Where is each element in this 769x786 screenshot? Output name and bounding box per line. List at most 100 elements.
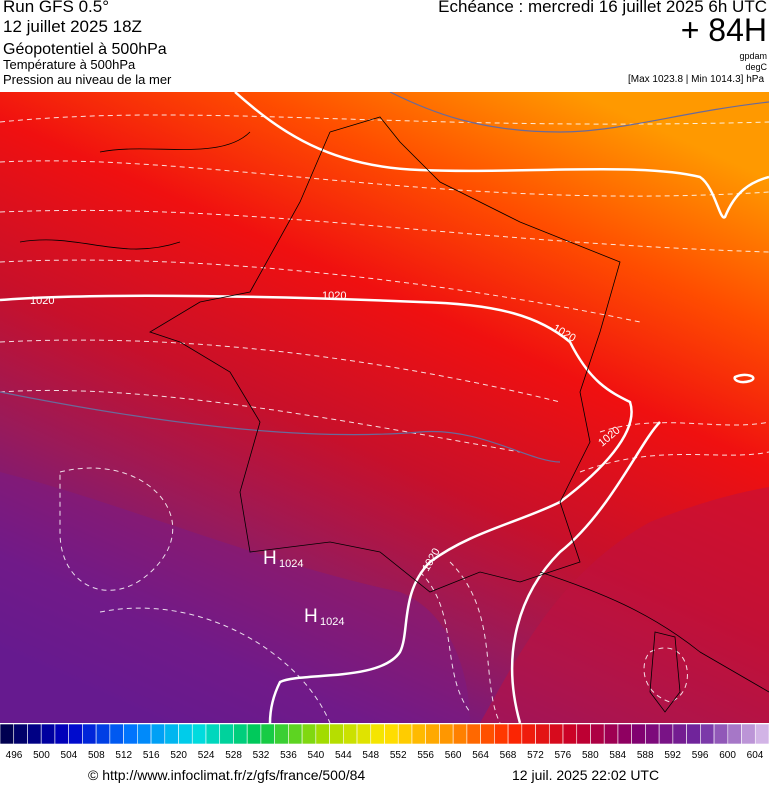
color-swatch — [260, 724, 275, 745]
offset: + 84H — [680, 12, 767, 48]
geopotential — [0, 92, 769, 463]
color-swatch — [645, 724, 660, 745]
color-swatch — [205, 724, 221, 745]
legend-label: 548 — [362, 750, 379, 761]
color-swatch — [494, 724, 509, 745]
legend-label: 524 — [198, 750, 215, 761]
color-swatch — [95, 724, 111, 745]
color-swatch — [68, 724, 83, 745]
color-swatch — [425, 724, 440, 745]
map: 1020 1020 1020 1020 1020 H 1024 H 1024 — [0, 92, 769, 723]
color-swatch — [686, 724, 701, 745]
isobars — [0, 92, 769, 723]
color-swatch — [603, 724, 619, 745]
legend-label: 604 — [747, 750, 764, 761]
high-symbol: H — [304, 606, 318, 627]
legend-label: 596 — [692, 750, 709, 761]
legend-label: 576 — [555, 750, 572, 761]
color-swatch — [452, 724, 468, 745]
color-swatch — [274, 724, 289, 745]
color-swatch — [480, 724, 495, 745]
color-swatch — [246, 724, 262, 745]
color-swatch — [439, 724, 454, 745]
color-swatch — [754, 724, 769, 745]
legend-label: 496 — [6, 750, 23, 761]
legend-label: 584 — [609, 750, 626, 761]
color-swatch — [384, 724, 399, 745]
color-swatch — [288, 724, 303, 745]
color-swatch — [562, 724, 578, 745]
field: Géopotentiel à 500hPa — [3, 41, 167, 58]
color-swatch — [27, 724, 42, 745]
legend-label: 528 — [225, 750, 242, 761]
color-swatch — [727, 724, 742, 745]
color-swatch — [123, 724, 138, 745]
color-swatch — [507, 724, 523, 745]
unit: degC — [745, 62, 767, 72]
legend-label: 512 — [115, 750, 132, 761]
legend-label: 504 — [61, 750, 78, 761]
color-swatch — [109, 724, 124, 745]
color-swatch — [658, 724, 674, 745]
legend-label: 572 — [527, 750, 544, 761]
color-swatch — [713, 724, 729, 745]
field: Pression au niveau de la mer — [3, 72, 172, 87]
color-swatch — [700, 724, 715, 745]
color-swatch — [343, 724, 358, 745]
contour-label: 1020 — [322, 290, 346, 302]
color-swatch — [466, 724, 481, 745]
color-swatch — [576, 724, 591, 745]
legend-label: 560 — [445, 750, 462, 761]
color-swatch — [548, 724, 564, 745]
color-swatch — [411, 724, 426, 745]
legend-label: 536 — [280, 750, 297, 761]
color-swatch — [672, 724, 687, 745]
color-swatch — [535, 724, 550, 745]
color-swatch — [150, 724, 166, 745]
color-swatch — [741, 724, 756, 745]
color-swatch — [301, 724, 317, 745]
legend-label: 540 — [308, 750, 325, 761]
source-url[interactable]: © http://www.infoclimat.fr/z/gfs/france/… — [88, 767, 366, 783]
temperature-band — [0, 472, 470, 723]
legend-label: 556 — [417, 750, 434, 761]
color-swatch — [370, 724, 385, 745]
color-swatch — [13, 724, 28, 745]
color-swatch — [397, 724, 413, 745]
color-swatch — [315, 724, 330, 745]
color-swatch — [631, 724, 646, 745]
isotherms — [0, 114, 769, 723]
field: Température à 500hPa — [3, 57, 136, 72]
run-title: Run GFS 0.5° — [3, 0, 110, 16]
color-swatch — [617, 724, 632, 745]
colorbar: 496 500 504 508 512 516 520 524 528 532 536 540 544 5… — [0, 724, 769, 761]
color-swatch — [137, 724, 152, 745]
timestamp: 12 juil. 2025 22:02 UTC — [512, 767, 660, 783]
legend-label: 568 — [500, 750, 517, 761]
coastlines — [19, 116, 769, 713]
legend-label: 508 — [88, 750, 105, 761]
legend-label: 564 — [472, 750, 489, 761]
legend-label: 552 — [390, 750, 407, 761]
color-swatch — [233, 724, 248, 745]
legend-label: 532 — [253, 750, 270, 761]
legend-label: 592 — [664, 750, 681, 761]
color-swatch — [590, 724, 605, 745]
color-swatch — [191, 724, 207, 745]
color-swatch — [82, 724, 97, 745]
color-swatch — [0, 724, 15, 745]
color-swatch — [219, 724, 234, 745]
high-symbol: H — [263, 548, 277, 569]
highs: H 1024 H 1024 — [263, 548, 344, 628]
legend-label: 500 — [33, 750, 50, 761]
high-value: 1024 — [279, 558, 303, 570]
color-swatch — [521, 724, 536, 745]
color-swatch — [329, 724, 344, 745]
legend-label: 600 — [719, 750, 736, 761]
color-swatch — [164, 724, 179, 745]
legend-label: 580 — [582, 750, 599, 761]
high-value: 1024 — [320, 616, 344, 628]
color-swatch — [178, 724, 193, 745]
legend-label: 588 — [637, 750, 654, 761]
